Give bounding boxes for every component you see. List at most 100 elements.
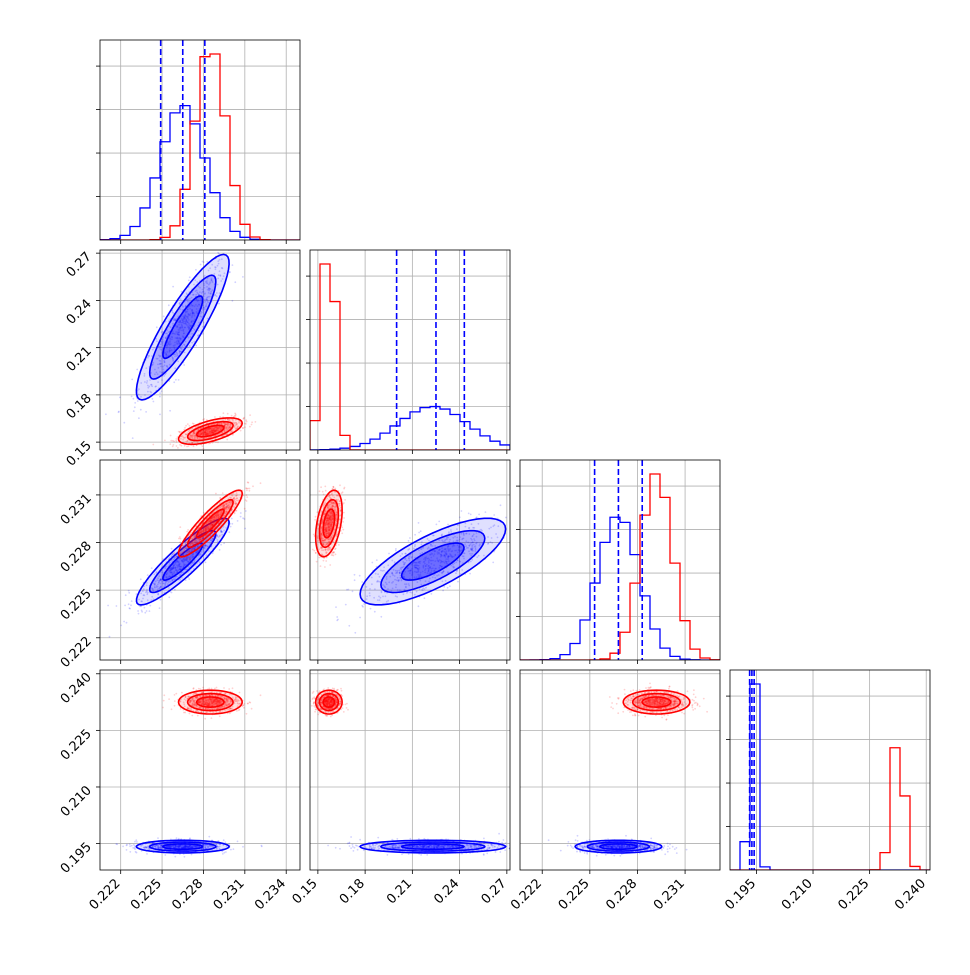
scatter-point <box>179 541 181 543</box>
scatter-point <box>333 487 335 489</box>
scatter-point <box>217 442 219 444</box>
scatter-point <box>222 853 224 855</box>
scatter-point <box>234 248 236 250</box>
scatter-point <box>408 540 410 542</box>
scatter-point <box>361 581 363 583</box>
scatter-point <box>128 592 130 594</box>
scatter-point <box>133 844 135 846</box>
scatter-point <box>126 845 128 847</box>
scatter-point <box>126 622 128 624</box>
scatter-point <box>145 411 147 413</box>
scatter-point <box>223 412 225 414</box>
scatter-point <box>514 496 516 498</box>
scatter-point <box>442 590 444 592</box>
scatter-point <box>252 217 254 219</box>
scatter-point <box>380 616 382 618</box>
scatter-point <box>231 415 233 417</box>
scatter-point <box>492 562 494 564</box>
scatter-point <box>179 526 181 528</box>
scatter-point <box>203 448 205 450</box>
scatter-point <box>335 554 337 556</box>
scatter-point <box>176 445 178 447</box>
scatter-point <box>152 444 154 446</box>
hist-panel-0 <box>96 40 300 240</box>
scatter-point <box>344 499 346 501</box>
scatter-point <box>424 597 426 599</box>
histogram-series-1 <box>310 264 510 450</box>
scatter-point <box>500 504 502 506</box>
scatter-point <box>242 846 244 848</box>
hist-panel-2 <box>516 460 720 660</box>
scatter-point <box>214 416 216 418</box>
scatter-point <box>240 430 242 432</box>
scatter-panel-2-1 <box>310 460 582 660</box>
scatter-point <box>447 524 449 526</box>
scatter-point <box>173 381 175 383</box>
scatter-point <box>319 490 321 492</box>
scatter-point <box>192 555 194 557</box>
scatter-panel-3-0 <box>100 670 300 870</box>
scatter-point <box>175 440 177 442</box>
scatter-point <box>515 543 517 545</box>
scatter-point <box>255 421 257 423</box>
scatter-point <box>164 854 166 856</box>
scatter-point <box>116 605 118 607</box>
scatter-point <box>200 264 202 266</box>
scatter-point <box>237 841 239 843</box>
scatter-point <box>234 513 236 515</box>
scatter-point <box>374 611 376 613</box>
scatter-point <box>247 481 249 483</box>
scatter-point <box>172 440 174 442</box>
scatter-point <box>388 553 390 555</box>
scatter-point <box>205 562 207 564</box>
scatter-point <box>324 486 326 488</box>
scatter-point <box>476 516 478 518</box>
scatter-point <box>172 286 174 288</box>
scatter-point <box>338 544 340 546</box>
scatter-point <box>542 535 544 537</box>
scatter-point <box>124 605 126 607</box>
scatter-point <box>333 552 335 554</box>
scatter-point <box>245 499 247 501</box>
scatter-point <box>260 482 262 484</box>
scatter-point <box>215 536 217 538</box>
scatter-point <box>535 506 537 508</box>
scatter-point <box>130 604 132 606</box>
scatter-point <box>189 425 191 427</box>
scatter-point <box>235 415 237 417</box>
scatter-point <box>119 397 121 399</box>
scatter-point <box>247 488 249 490</box>
scatter-point <box>134 406 136 408</box>
scatter-point <box>175 556 177 558</box>
scatter-point <box>171 548 173 550</box>
scatter-point <box>126 849 128 851</box>
scatter-point <box>164 440 166 442</box>
scatter-point <box>226 439 228 441</box>
scatter-point <box>233 848 235 850</box>
scatter-point <box>219 416 221 418</box>
scatter-point <box>206 261 208 263</box>
scatter-point <box>251 421 253 423</box>
scatter-point <box>341 532 343 534</box>
hist-panel-1 <box>306 250 510 450</box>
scatter-point <box>169 410 171 412</box>
scatter-point <box>138 613 140 615</box>
scatter-point <box>140 578 142 580</box>
scatter-point <box>128 603 130 605</box>
scatter-point <box>178 379 180 381</box>
scatter-point <box>418 532 420 534</box>
scatter-point <box>468 513 470 515</box>
scatter-panel-2-0 <box>100 460 300 660</box>
scatter-point <box>146 610 148 612</box>
scatter-point <box>457 581 459 583</box>
scatter-point <box>242 276 244 278</box>
scatter-point <box>123 422 125 424</box>
scatter-point <box>186 446 188 448</box>
scatter-point <box>161 390 163 392</box>
scatter-point <box>376 559 378 561</box>
scatter-point <box>116 843 118 845</box>
scatter-point <box>168 304 170 306</box>
scatter-point <box>193 445 195 447</box>
scatter-point <box>125 594 127 596</box>
scatter-point <box>109 636 111 638</box>
